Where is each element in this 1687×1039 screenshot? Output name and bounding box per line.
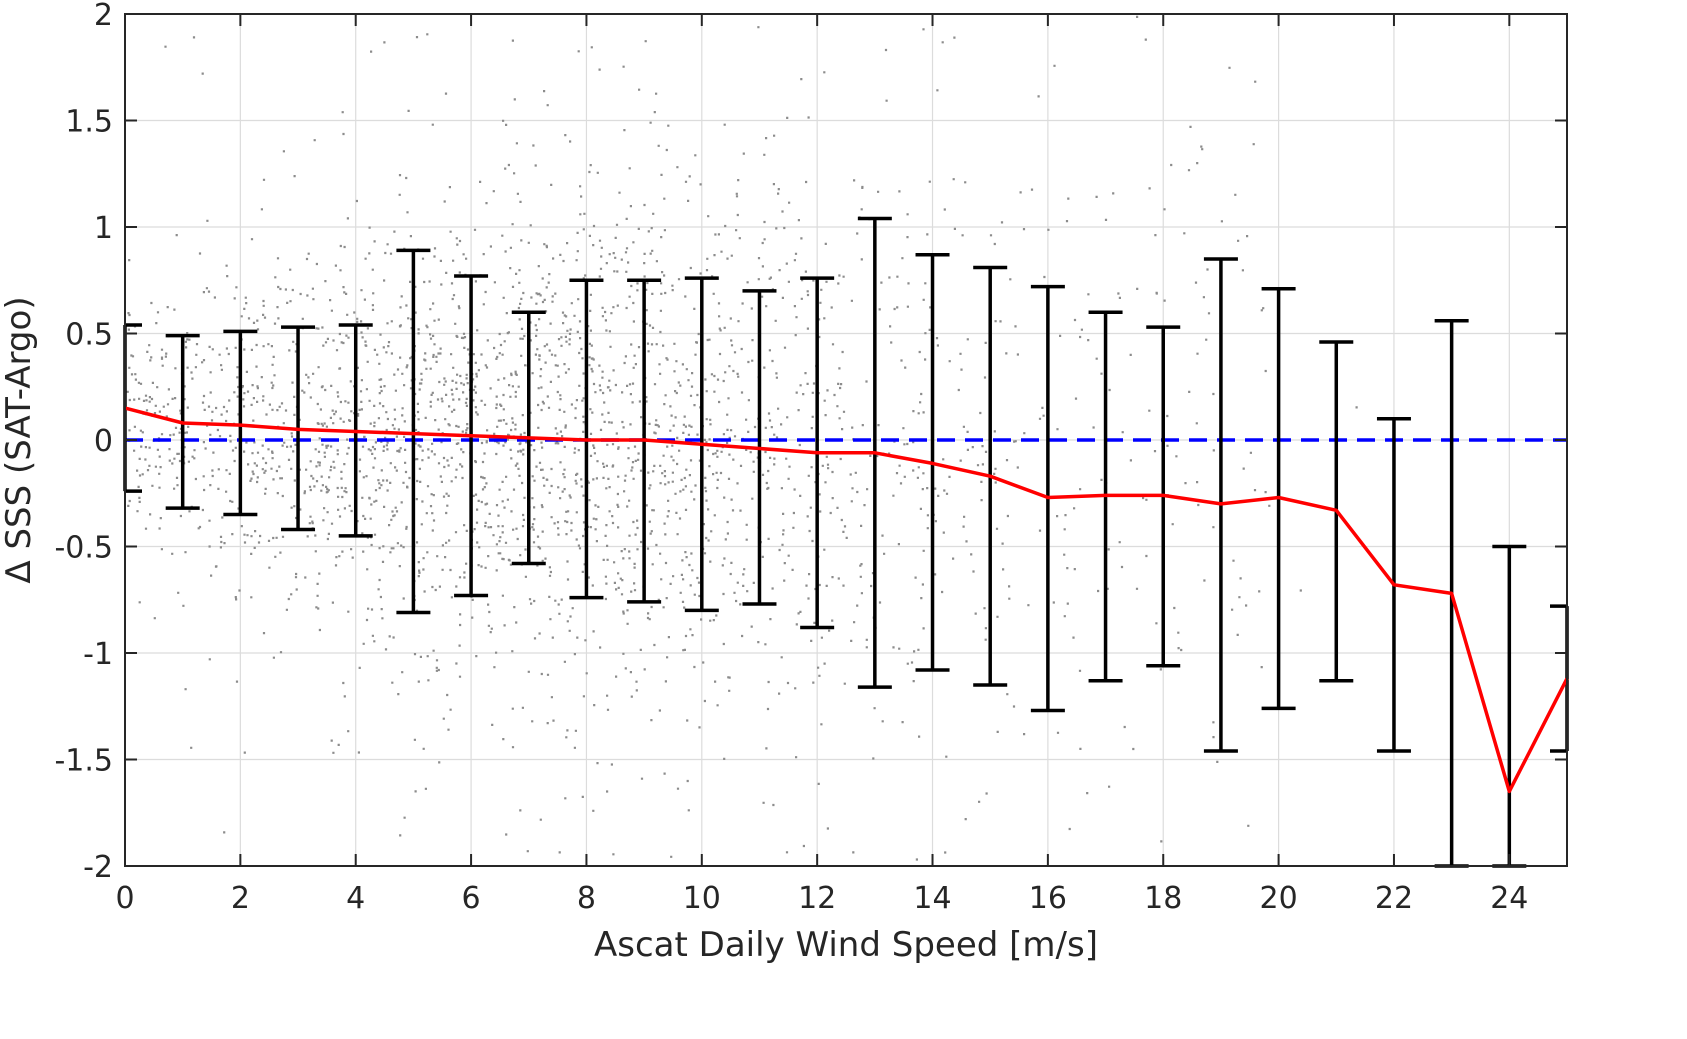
x-tick-label: 14 [913, 881, 951, 916]
error-bar [223, 329, 258, 517]
y-tick-label: 1 [94, 211, 113, 246]
x-tick-label: 24 [1490, 881, 1528, 916]
x-tick-label: 2 [231, 881, 250, 916]
error-bars [123, 216, 1569, 868]
x-tick-label: 10 [683, 881, 721, 916]
y-tick-label: -1 [83, 637, 113, 672]
x-axis-ticks: 0 2 4 6 8 10 12 14 16 18 20 22 24 [115, 14, 1528, 916]
x-tick-label: 4 [346, 881, 365, 916]
scatter-points [126, 15, 1358, 861]
x-tick-label: 18 [1144, 881, 1182, 916]
y-axis-label: Δ SSS (SAT-Argo) [0, 296, 39, 583]
y-tick-label: -1.5 [54, 744, 113, 779]
x-tick-label: 6 [462, 881, 481, 916]
y-tick-label: 1.5 [65, 105, 113, 140]
y-tick-label: 0.5 [65, 318, 113, 353]
error-bar [1550, 604, 1569, 753]
x-tick-label: 16 [1029, 881, 1067, 916]
x-tick-label: 22 [1375, 881, 1413, 916]
scatter-dots [126, 15, 1358, 861]
x-tick-label: 0 [115, 881, 134, 916]
y-tick-label: -0.5 [54, 531, 113, 566]
error-bar [1492, 544, 1527, 868]
error-bar [396, 248, 431, 615]
x-tick-label: 8 [577, 881, 596, 916]
y-tick-label: 2 [94, 0, 113, 33]
y-tick-label: -2 [83, 850, 113, 885]
mean-line-path [124, 406, 1569, 794]
x-axis-label: Ascat Daily Wind Speed [m/s] [594, 925, 1098, 965]
x-tick-label: 20 [1260, 881, 1298, 916]
x-tick-label: 12 [798, 881, 836, 916]
y-tick-label: 0 [94, 424, 113, 459]
grid-lines [124, 13, 1567, 867]
y-axis-ticks: -2 -1.5 -1 -0.5 0 0.5 1 1.5 2 [54, 0, 1567, 885]
mean-line [124, 406, 1569, 794]
